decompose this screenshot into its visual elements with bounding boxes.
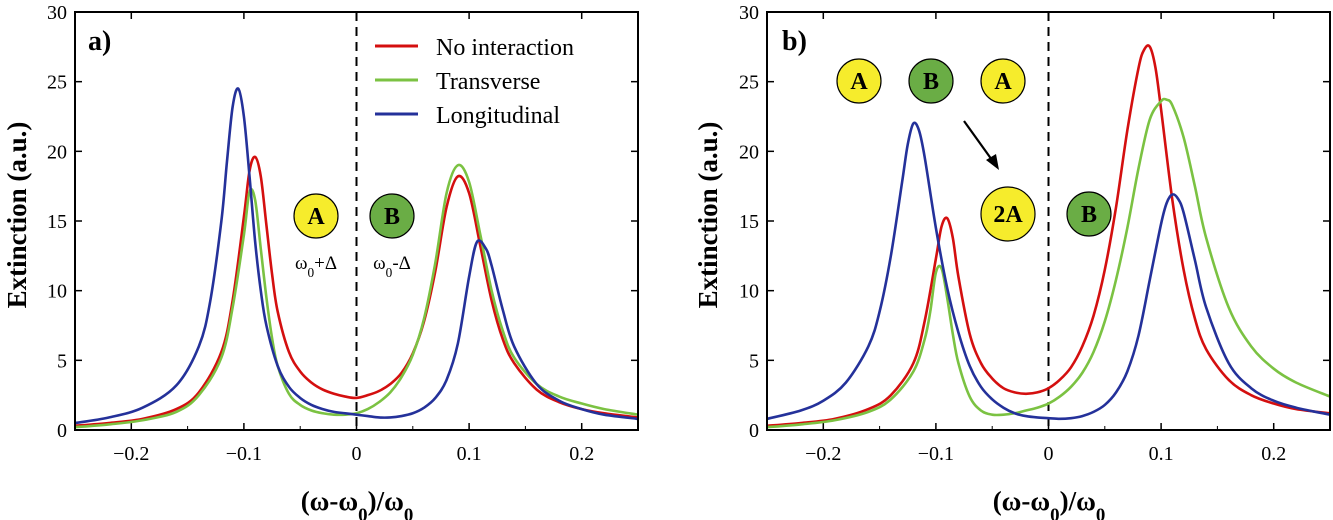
legend-label-transverse: Transverse [436,69,540,95]
y-tick-label: 5 [749,350,759,372]
chain-atom-b-circle [908,58,954,104]
panel-b-x-axis-label: (ω-ω0)/ω0 [993,486,1106,520]
atom-b-frequency-label: ω0-Δ [373,253,411,280]
series-line-longitudinal [767,121,1330,421]
panel-a-plot-area [75,12,638,430]
x-tick-label: 0 [352,443,362,465]
y-tick-label: 5 [57,350,67,372]
series-line-no-interaction [767,44,1330,428]
y-tick-label: 10 [47,281,67,303]
effective-atom-b-circle [1066,191,1112,237]
panel-a-y-axis-label: Extinction (a.u.) [2,122,32,309]
panel-b-axes-frame [766,11,1331,431]
effective-atom-b-letter: B [1081,202,1097,228]
panel-a-label: a) [88,26,111,57]
x-tick-label: −0.2 [113,443,149,465]
x-tick-label: 0.2 [569,443,594,465]
y-tick-label: 15 [47,211,67,233]
panel-a-atom-b: B [369,193,415,239]
x-tick-label: −0.1 [226,443,262,465]
x-tick-label: 0.2 [1261,443,1286,465]
panel-b-series-group [767,44,1330,429]
panel-b-chain-atom-1: A [836,58,882,104]
panel-b-y-axis-label: Extinction (a.u.) [693,122,723,309]
panel-b-chain-atom-3: A [980,58,1026,104]
x-tick-label: 0.1 [457,443,482,465]
atom-a-letter: A [307,204,325,230]
panel-b-arrow [963,120,999,170]
panel-b-chain-atom-2: B [908,58,954,104]
effective-atom-2a-letter: 2A [993,202,1023,228]
panel-b-effective-atom-b: B [1066,191,1112,237]
y-tick-label: 20 [739,141,759,163]
x-tick-label: −0.1 [918,443,954,465]
series-line-no-interaction [75,155,638,428]
legend: No interaction Transverse Longitudinal [375,35,574,129]
atom-b-letter: B [384,204,400,230]
y-tick-label: 25 [739,72,759,94]
y-tick-label: 20 [47,141,67,163]
atom-a-frequency-label: ω0+Δ [295,253,337,280]
series-line-transverse [767,97,1330,429]
panel-a-atom-a: A [293,193,339,239]
y-tick-label: 0 [749,420,759,442]
atom-b-circle [369,193,415,239]
panel-b-ticks: −0.2 −0.1 0 0.1 0.2 0 5 10 15 20 25 30 [739,2,1331,465]
y-tick-label: 0 [57,420,67,442]
panel-a-ticks: −0.2 −0.1 0 0.1 0.2 0 5 10 15 20 25 30 [47,2,639,465]
atom-a-circle [293,193,339,239]
x-tick-label: −0.2 [805,443,841,465]
x-tick-label: 0 [1044,443,1054,465]
chain-atom-a-circle [836,58,882,104]
chart-panel-b: −0.2 −0.1 0 0.1 0.2 0 5 10 15 20 25 30 b) A B A 2A [693,2,1331,520]
chain-atom-b-letter: B [923,69,939,95]
chain-atom-a-letter: A [850,69,868,95]
effective-atom-2a-circle [980,186,1036,242]
chain-atom-a2-letter: A [994,69,1012,95]
y-tick-label: 15 [739,211,759,233]
y-tick-label: 25 [47,72,67,94]
panel-a-axes-frame [74,11,639,431]
legend-label-no-interaction: No interaction [436,35,574,61]
panel-a-series-group [75,87,638,429]
panel-a-x-axis-label: (ω-ω0)/ω0 [301,486,414,520]
arrow-shaft [963,120,993,161]
arrow-head-icon [986,154,999,170]
y-tick-label: 30 [47,2,67,24]
panel-b-label: b) [782,26,807,57]
chart-panel-a: −0.2 −0.1 0 0.1 0.2 0 5 10 15 20 25 30 a) No intera… [2,2,639,520]
legend-label-longitudinal: Longitudinal [436,103,560,129]
y-tick-label: 10 [739,281,759,303]
panel-b-effective-atom-2a: 2A [980,186,1036,242]
chain-atom-a2-circle [980,58,1026,104]
series-line-longitudinal [75,87,638,425]
x-tick-label: 0.1 [1149,443,1174,465]
y-tick-label: 30 [739,2,759,24]
